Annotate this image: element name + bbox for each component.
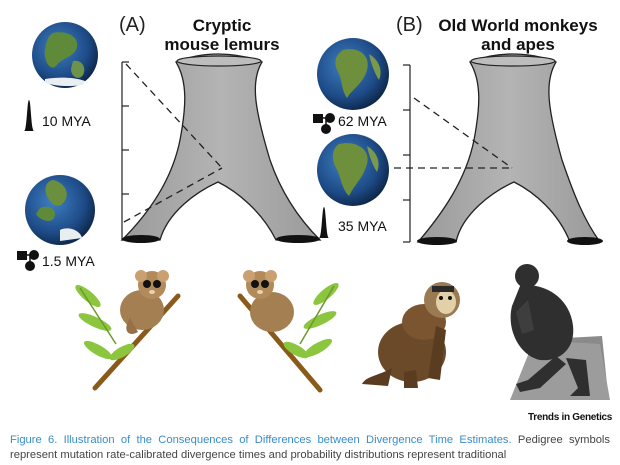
phylogeny-tree-b xyxy=(416,53,603,245)
panel-b-title-line2: and apes xyxy=(481,35,555,54)
figure-caption: Figure 6. Illustration of the Consequenc… xyxy=(10,433,610,463)
probability-distribution-icon xyxy=(312,207,335,238)
label-62-mya: 62 MYA xyxy=(338,113,387,129)
panel-b-letter: (B) xyxy=(396,14,423,36)
globe-icon xyxy=(32,22,98,88)
label-10-mya: 10 MYA xyxy=(42,113,91,129)
panel-a-title-line2: mouse lemurs xyxy=(164,35,280,54)
thinker-sculpture-illustration xyxy=(510,264,610,400)
mouse-lemur-illustration xyxy=(243,270,294,332)
panel-b-title-line1: Old World monkeys xyxy=(438,16,598,35)
label-1-5-mya: 1.5 MYA xyxy=(42,253,95,269)
pedigree-icon xyxy=(313,113,335,134)
panel-a-title-line1: Cryptic xyxy=(192,16,252,35)
time-axis-b xyxy=(403,64,411,243)
monkey-illustration xyxy=(362,282,460,388)
phylogeny-tree-a xyxy=(120,53,322,243)
pedigree-icon xyxy=(17,250,39,271)
figure-caption-body: Pedigree symbols represent mutation rate… xyxy=(10,434,610,461)
time-axis-a xyxy=(121,61,129,241)
figure-caption-title: Figure 6. Illustration of the Consequenc… xyxy=(10,434,512,446)
journal-brand: Trends in Genetics xyxy=(528,412,613,423)
divergence-lines-a xyxy=(123,63,223,223)
panel-a-letter: (A) xyxy=(119,14,146,36)
globe-icon xyxy=(317,38,389,110)
label-35-mya: 35 MYA xyxy=(338,218,387,234)
globe-icon xyxy=(317,134,389,206)
mouse-lemur-illustration xyxy=(120,270,169,335)
panel-a-title: Cryptic mouse lemurs xyxy=(152,16,292,54)
probability-distribution-icon xyxy=(17,100,40,131)
panel-b-title: Old World monkeys and apes xyxy=(430,16,606,54)
globe-icon xyxy=(25,175,95,245)
branch-illustration xyxy=(75,285,181,391)
divergence-lines-b xyxy=(394,97,513,169)
